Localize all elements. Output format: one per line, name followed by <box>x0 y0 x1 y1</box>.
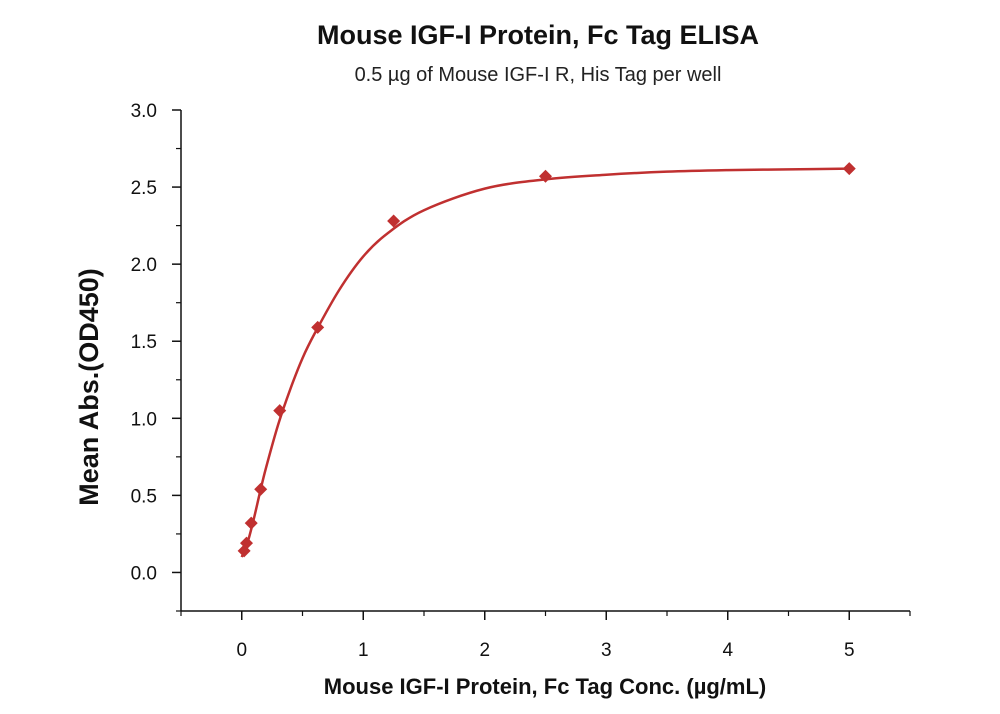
data-point <box>239 536 253 550</box>
y-tick-label: 0.5 <box>131 486 157 507</box>
chart-title: Mouse IGF-I Protein, Fc Tag ELISA <box>317 20 759 50</box>
y-tick-label: 2.0 <box>131 255 157 276</box>
x-tick-label: 4 <box>722 640 733 661</box>
x-tick-label: 3 <box>601 640 612 661</box>
data-point <box>273 404 287 418</box>
data-point <box>254 482 268 496</box>
data-point <box>842 162 856 176</box>
y-ticks: 0.0 0.5 1.0 1.5 2.0 2.5 3.0 <box>131 101 181 612</box>
fit-curve <box>240 167 850 558</box>
x-tick-label: 0 <box>236 640 247 661</box>
y-tick-label: 1.0 <box>131 409 157 430</box>
data-point <box>311 320 325 334</box>
x-ticks: 0 1 2 3 4 5 <box>180 611 911 661</box>
x-axis-title: Mouse IGF-I Protein, Fc Tag Conc. (µg/mL… <box>324 674 767 699</box>
y-tick-label: 3.0 <box>131 101 157 122</box>
y-tick-label: 1.5 <box>131 332 157 353</box>
y-tick-label: 0.0 <box>131 563 157 584</box>
x-tick-label: 1 <box>358 640 369 661</box>
data-points <box>237 162 856 558</box>
data-point <box>244 516 258 530</box>
y-axis-title: Mean Abs.(OD450) <box>74 268 104 506</box>
x-tick-label: 5 <box>844 640 855 661</box>
y-tick-label: 2.5 <box>131 178 157 199</box>
chart-subtitle: 0.5 µg of Mouse IGF-I R, His Tag per wel… <box>355 64 722 86</box>
data-point <box>539 169 552 183</box>
x-tick-label: 2 <box>479 640 490 661</box>
data-point <box>387 214 401 228</box>
